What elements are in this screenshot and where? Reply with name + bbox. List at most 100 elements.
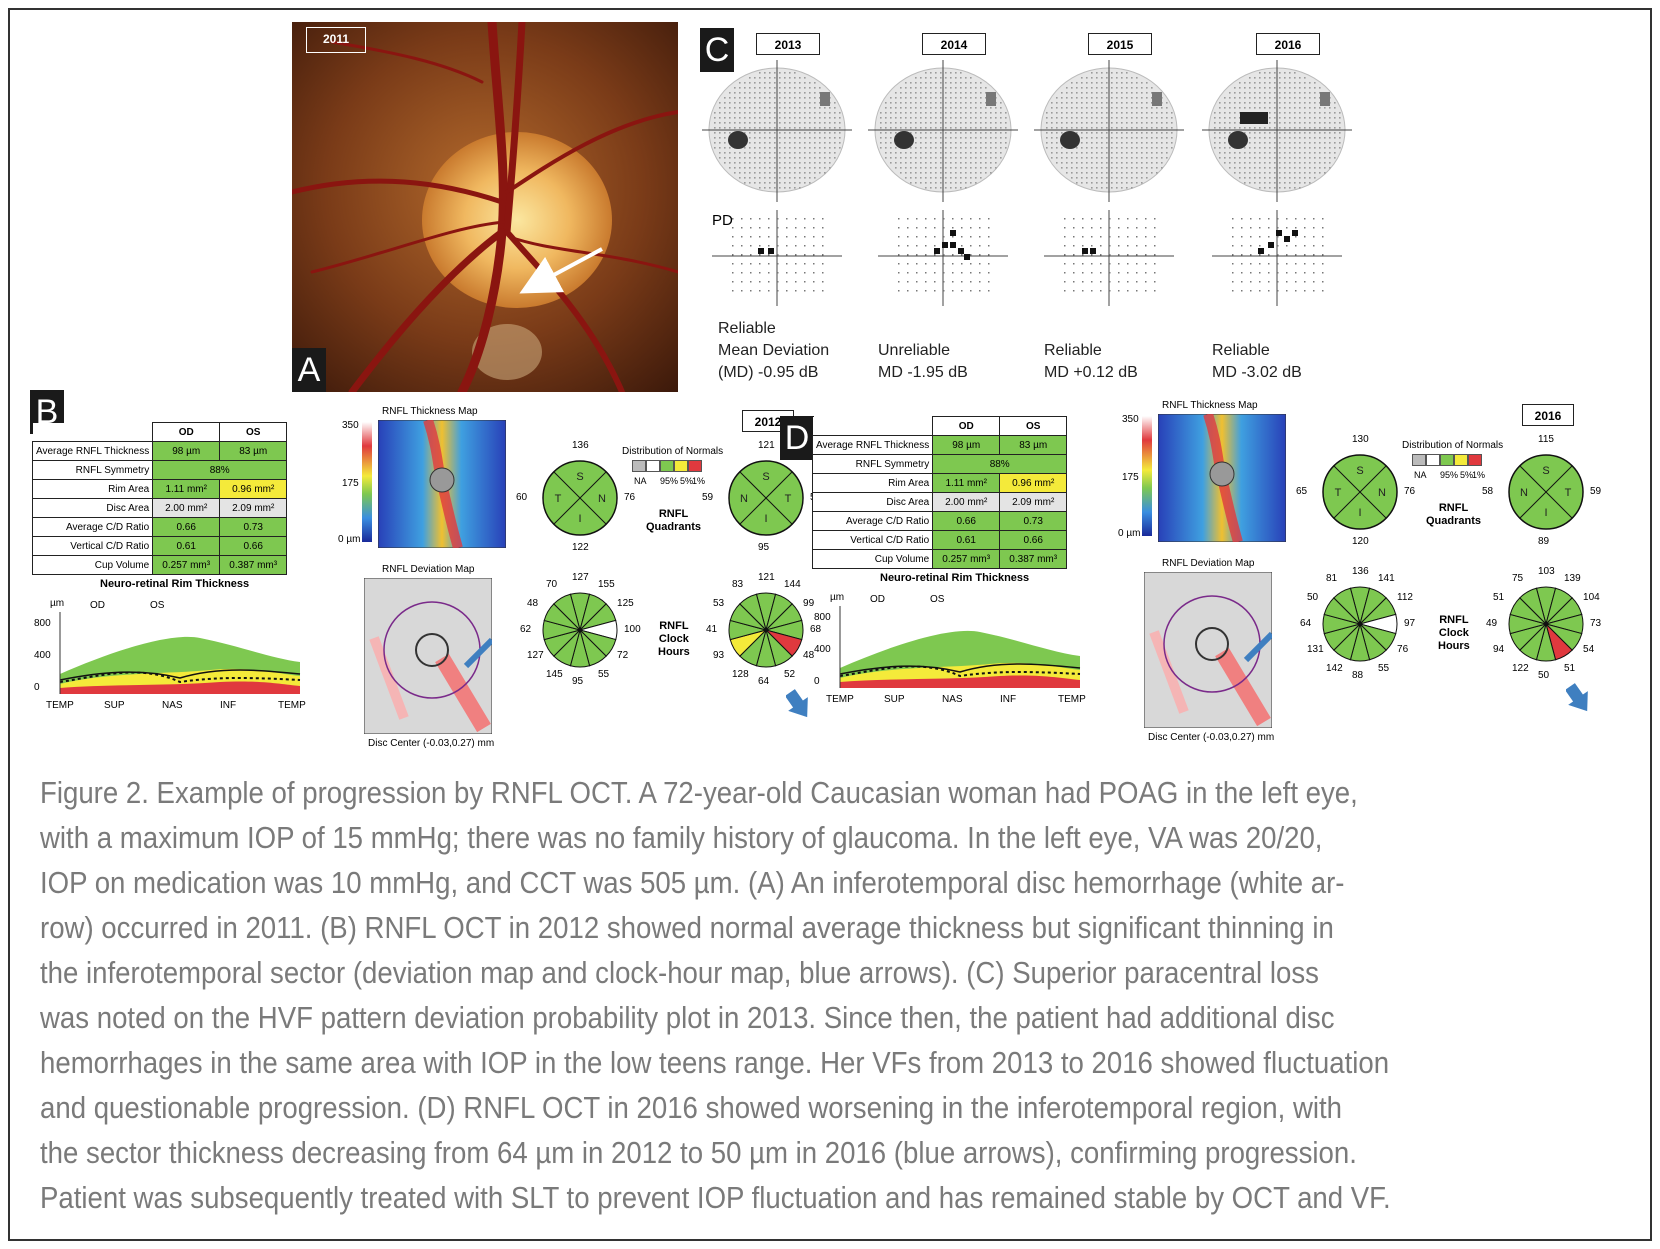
vf-dot [774, 92, 776, 94]
vf-dot [1071, 87, 1073, 89]
vf-dot [1126, 87, 1128, 89]
vf-dot [829, 127, 831, 129]
clock-value: 100 [624, 624, 641, 635]
vf-dot [749, 137, 751, 139]
vf-dot [769, 87, 771, 89]
vf-dot [1304, 97, 1306, 99]
vf-dot [890, 142, 892, 144]
pd-dot [759, 218, 761, 220]
thickness-map-title: RNFL Thickness Map [382, 406, 478, 417]
clock-value: 103 [1538, 566, 1555, 577]
vf-dot [1294, 77, 1296, 79]
vf-dot [1136, 182, 1138, 184]
vf-dot [1005, 137, 1007, 139]
vf-dot [1066, 112, 1068, 114]
vf-dot [1106, 97, 1108, 99]
vf-dot [1121, 172, 1123, 174]
vf-dot [769, 187, 771, 189]
vf-dot [995, 152, 997, 154]
vf-dot [880, 117, 882, 119]
vf-dot [1229, 122, 1231, 124]
vf-dot [970, 162, 972, 164]
vf-dot [930, 187, 932, 189]
vf-dot [1289, 162, 1291, 164]
vf-dot [945, 132, 947, 134]
pd-dot [1064, 254, 1066, 256]
vf-dot [1269, 117, 1271, 119]
vf-dot [1071, 172, 1073, 174]
vf-dot [1234, 172, 1236, 174]
vf-dot [1081, 152, 1083, 154]
pd-dot [1082, 281, 1084, 283]
vf-dot [759, 142, 761, 144]
pd-dot [813, 236, 815, 238]
vf-dot [729, 107, 731, 109]
vf-dot [739, 102, 741, 104]
pd-dot [1286, 227, 1288, 229]
vf-dot [1259, 82, 1261, 84]
clock-value: 72 [617, 650, 629, 661]
pd-dot [1127, 281, 1129, 283]
vf-dot [1329, 117, 1331, 119]
vf-dot [1141, 142, 1143, 144]
pd-dot [961, 263, 963, 265]
vf-dot [759, 127, 761, 129]
vf-dot [1096, 162, 1098, 164]
pd-dot [786, 254, 788, 256]
vf-dot [940, 172, 942, 174]
quadrant-letter: S [1542, 465, 1549, 477]
rim-y-tick: 0 [34, 682, 40, 693]
row-value-os: 83 µm [999, 435, 1068, 455]
vf-dot [799, 117, 801, 119]
vf-dot [819, 92, 821, 94]
vf-dot [975, 87, 977, 89]
vf-dot [754, 87, 756, 89]
vf-dot [1309, 112, 1311, 114]
pd-dot [961, 290, 963, 292]
vf-dot [925, 82, 927, 84]
vf-dot [799, 132, 801, 134]
vf-dot [1101, 77, 1103, 79]
row-value-od: 1.11 mm² [152, 479, 221, 499]
vf-dot [960, 82, 962, 84]
vf-dot [1259, 77, 1261, 79]
vf-dot [915, 107, 917, 109]
clock-value: 97 [1404, 618, 1416, 629]
vf-dot [1056, 157, 1058, 159]
vf-dot [1214, 147, 1216, 149]
vf-dot [1259, 172, 1261, 174]
row-value: 88% [932, 454, 1068, 474]
pd-dot [1304, 281, 1306, 283]
vf-dot [759, 102, 761, 104]
vf-dot [1096, 107, 1098, 109]
pd-dot [898, 263, 900, 265]
vf-dot [814, 87, 816, 89]
vf-dot [1171, 127, 1173, 129]
vf-dot [1000, 122, 1002, 124]
vf-dot [1244, 177, 1246, 179]
vf-dot [1156, 152, 1158, 154]
vf-dot [764, 172, 766, 174]
vf-dot [784, 92, 786, 94]
vf-dot [945, 147, 947, 149]
vf-dot [769, 167, 771, 169]
vf-dot [1324, 142, 1326, 144]
vf-dot [1289, 122, 1291, 124]
vf-dot [920, 82, 922, 84]
vf-dot [1309, 122, 1311, 124]
vf-dot [1096, 172, 1098, 174]
vf-dot [940, 72, 942, 74]
color-scale-bar [362, 422, 372, 542]
vf-dot [1284, 147, 1286, 149]
pd-dot [804, 272, 806, 274]
vf-dot [960, 77, 962, 79]
vf-dot [1239, 152, 1241, 154]
vf-dot [1101, 172, 1103, 174]
vf-dot [1289, 127, 1291, 129]
vf-dot [1126, 92, 1128, 94]
vf-dot [834, 142, 836, 144]
pd-dot [1145, 272, 1147, 274]
col-od: OD [152, 422, 221, 442]
vf-dot [975, 132, 977, 134]
vf-dot [1239, 87, 1241, 89]
